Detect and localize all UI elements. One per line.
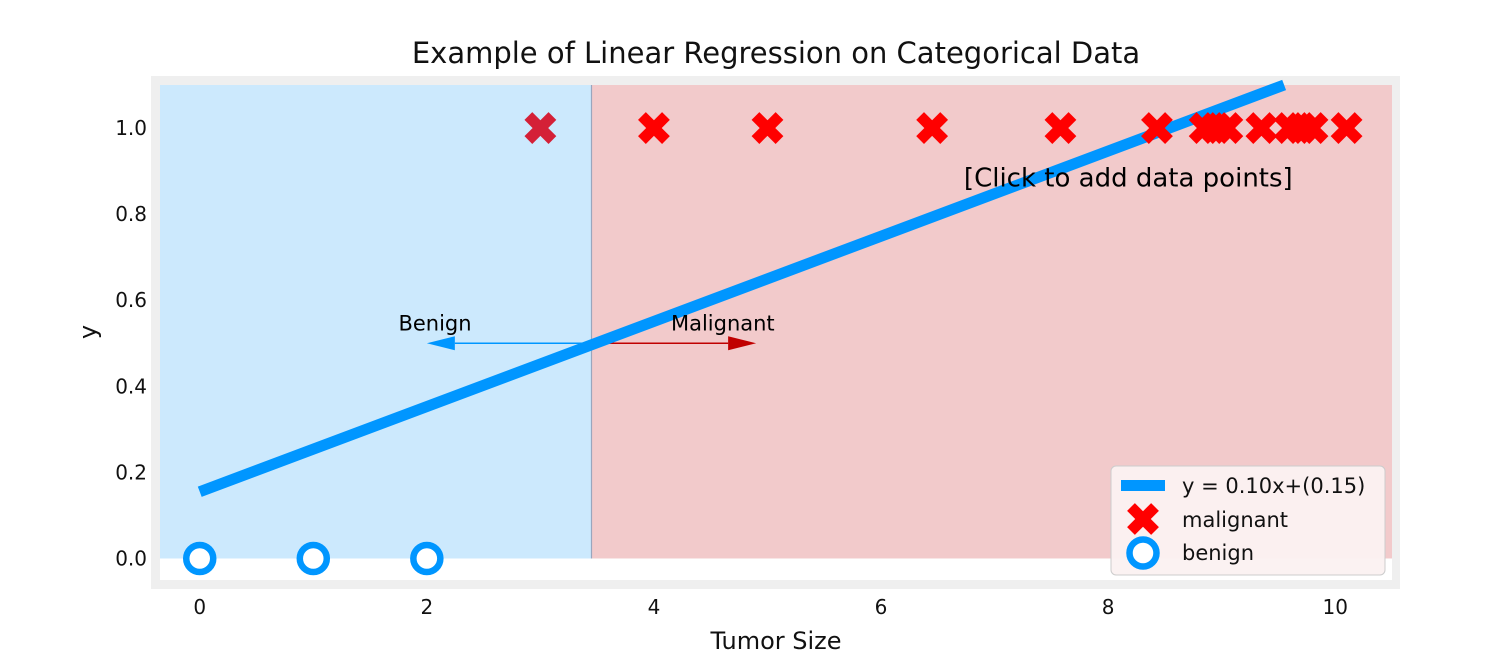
markers-layer [182, 112, 1363, 576]
legend-box [1110, 465, 1386, 576]
malignant-point-bar [524, 112, 557, 144]
click-hint-text: [Click to add data points] [964, 164, 1293, 194]
malignant-point-bar [1330, 112, 1363, 144]
malignant-annotation: Malignant [671, 311, 775, 335]
malignant-point-bar [751, 112, 784, 144]
benign-point [296, 541, 331, 576]
legend-malignant-swatch [1127, 503, 1159, 535]
x-tick-label: 0 [193, 595, 206, 619]
regression-line-layer [197, 79, 1287, 497]
legend-line-swatch [1121, 480, 1165, 491]
malignant-point [751, 112, 784, 144]
x-tick-label: 2 [420, 595, 433, 619]
x-tick-label: 4 [648, 595, 661, 619]
y-tick-label: 0.8 [115, 202, 147, 226]
legend-label-benign: benign [1182, 541, 1254, 565]
x-tick-label: 6 [875, 595, 888, 619]
legend-label-malignant: malignant [1182, 508, 1288, 532]
malignant-point [1245, 112, 1278, 144]
annotation-text-layer: Benign Malignant [Click to add data points… [398, 164, 1292, 336]
malignant-point-bar [1296, 112, 1329, 144]
malignant-point-bar [1141, 112, 1173, 144]
malignant-point-bar [1044, 112, 1077, 144]
malignant-point [524, 112, 557, 144]
legend-benign-swatch [1126, 536, 1160, 570]
malignant-point [638, 112, 670, 144]
malignant-point-bar [1211, 112, 1244, 144]
x-tick-label: 10 [1322, 595, 1347, 619]
benign-point [410, 541, 444, 576]
annotation-arrows-layer [426, 336, 757, 351]
malignant-point [1330, 112, 1363, 144]
x-axis-label: Tumor Size [709, 627, 841, 655]
malignant-point [1211, 112, 1244, 144]
legend: y = 0.10x+(0.15) malignant benign [1110, 465, 1386, 576]
malignant-point-bar [916, 112, 949, 144]
chart-title: Example of Linear Regression on Categori… [412, 36, 1140, 70]
malignant-point-bar [638, 112, 670, 144]
benign-arrow-head [426, 336, 455, 351]
benign-annotation: Benign [398, 311, 471, 335]
malignant-point [916, 112, 949, 144]
ticks-layer: 0 2 4 6 8 10 0.0 0.2 0.4 0.6 0.8 1.0 [115, 116, 1348, 619]
y-tick-label: 0.6 [115, 288, 147, 312]
regression-line [197, 79, 1287, 497]
y-tick-label: 0.4 [115, 374, 147, 398]
y-tick-label: 1.0 [115, 116, 147, 140]
y-axis-label: y [74, 325, 102, 339]
y-tick-label: 0.0 [115, 546, 147, 570]
legend-malignant-swatch-bar [1127, 503, 1159, 535]
x-tick-label: 8 [1102, 595, 1115, 619]
malignant-point [1044, 112, 1077, 144]
malignant-point [1141, 112, 1173, 144]
y-tick-label: 0.2 [115, 460, 147, 484]
legend-label-line: y = 0.10x+(0.15) [1182, 474, 1365, 498]
malignant-point-bar [1245, 112, 1278, 144]
malignant-point [1296, 112, 1329, 144]
benign-point [182, 541, 217, 576]
malignant-arrow-head [728, 336, 757, 351]
